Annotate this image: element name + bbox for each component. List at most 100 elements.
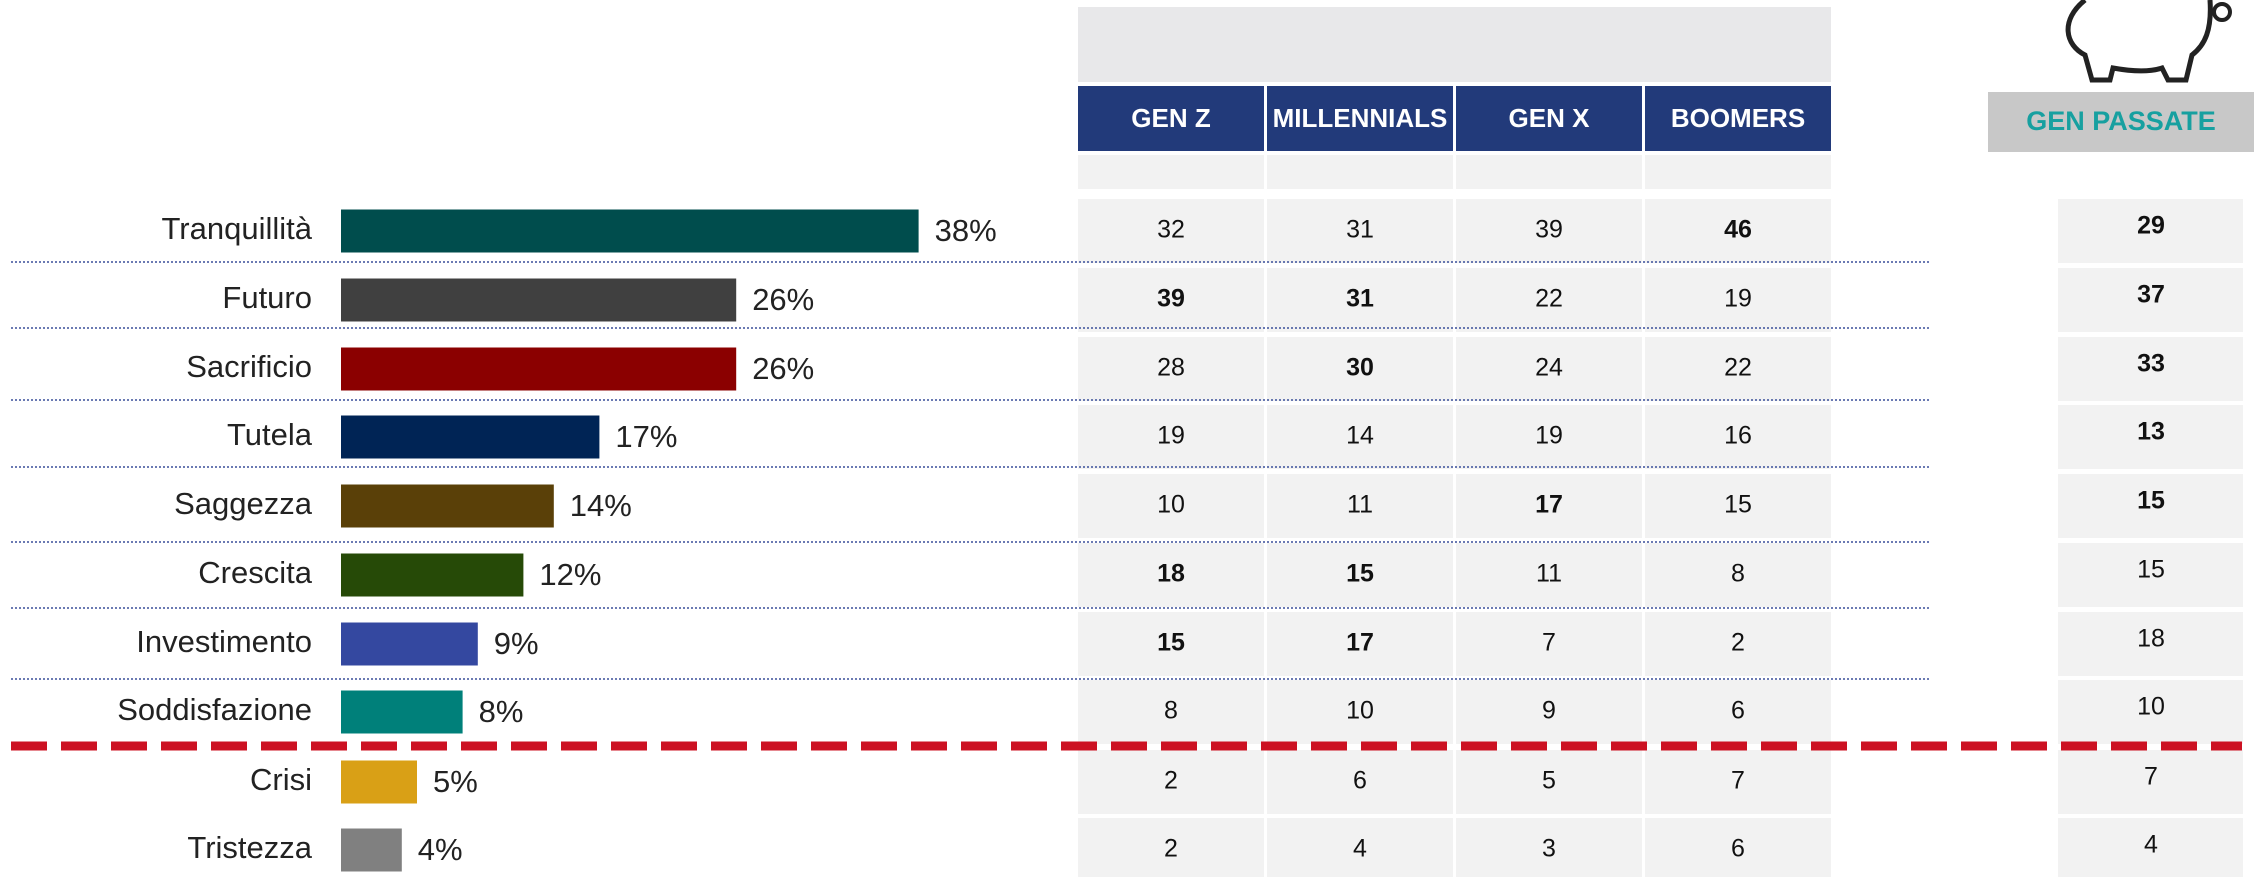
past-value: 15 xyxy=(2137,556,2165,584)
table-cell xyxy=(1078,612,1264,676)
table-cell xyxy=(1078,268,1264,332)
past-cell xyxy=(2058,543,2243,607)
past-cell xyxy=(2058,337,2243,401)
table-cell xyxy=(1645,337,1831,401)
table-value: 18 xyxy=(1157,560,1185,588)
past-cell xyxy=(2058,405,2243,469)
table-value: 31 xyxy=(1346,285,1374,313)
table-value: 2 xyxy=(1164,835,1178,863)
table-cell xyxy=(1078,474,1264,538)
past-cell xyxy=(2058,818,2243,877)
column-header-label: GEN Z xyxy=(1131,103,1211,133)
value-label: 9% xyxy=(494,626,539,661)
spacer-cell xyxy=(1456,155,1642,189)
header-band xyxy=(1078,7,1831,82)
table-value: 15 xyxy=(1157,629,1185,657)
bar xyxy=(341,278,737,322)
table-value: 9 xyxy=(1542,697,1556,725)
past-value: 15 xyxy=(2137,487,2165,515)
past-value: 37 xyxy=(2137,281,2165,309)
past-value: 13 xyxy=(2137,418,2165,446)
table-value: 15 xyxy=(1346,560,1374,588)
spacer-cell xyxy=(1645,155,1831,189)
table-value: 6 xyxy=(1731,697,1745,725)
table-value: 2 xyxy=(1164,767,1178,795)
bar xyxy=(341,553,524,597)
category-label: Tutela xyxy=(227,417,313,452)
table-cell xyxy=(1267,543,1453,607)
table-cell xyxy=(1456,268,1642,332)
category-label: Sacrificio xyxy=(186,349,312,384)
table-value: 10 xyxy=(1346,697,1374,725)
value-label: 17% xyxy=(615,419,677,454)
table-cell xyxy=(1078,680,1264,744)
table-value: 8 xyxy=(1164,697,1178,725)
table-value: 39 xyxy=(1157,285,1185,313)
table-cell xyxy=(1267,405,1453,469)
past-cell xyxy=(2058,199,2243,263)
past-value: 10 xyxy=(2137,693,2165,721)
category-label: Soddisfazione xyxy=(117,692,312,727)
table-value: 2 xyxy=(1731,629,1745,657)
category-label: Saggezza xyxy=(174,486,313,521)
table-cell xyxy=(1267,337,1453,401)
table-cell xyxy=(1645,405,1831,469)
table-value: 5 xyxy=(1542,767,1556,795)
table-cell xyxy=(1267,750,1453,814)
table-value: 28 xyxy=(1157,354,1185,382)
table-value: 17 xyxy=(1346,629,1374,657)
past-value: 18 xyxy=(2137,625,2165,653)
past-header xyxy=(1988,92,2254,152)
table-cell xyxy=(1078,818,1264,877)
past-value: 4 xyxy=(2144,831,2158,859)
past-cell xyxy=(2058,474,2243,538)
column-header xyxy=(1267,86,1453,151)
table-cell xyxy=(1078,405,1264,469)
value-label: 8% xyxy=(479,694,524,729)
piggy-icon xyxy=(2065,0,2213,83)
category-label: Tranquillità xyxy=(162,211,313,246)
past-cell xyxy=(2058,750,2243,814)
table-value: 8 xyxy=(1731,560,1745,588)
table-cell xyxy=(1456,612,1642,676)
table-value: 24 xyxy=(1535,354,1563,382)
column-header xyxy=(1456,86,1642,151)
value-label: 26% xyxy=(752,351,814,386)
table-value: 19 xyxy=(1535,422,1563,450)
table-cell xyxy=(1267,474,1453,538)
table-value: 15 xyxy=(1724,491,1752,519)
table-value: 4 xyxy=(1353,835,1367,863)
table-value: 3 xyxy=(1542,835,1556,863)
table-cell xyxy=(1645,474,1831,538)
table-value: 31 xyxy=(1346,216,1374,244)
table-cell xyxy=(1456,543,1642,607)
table-cell xyxy=(1456,337,1642,401)
table-cell xyxy=(1645,750,1831,814)
past-value: 33 xyxy=(2137,350,2165,378)
table-cell xyxy=(1645,268,1831,332)
table-value: 6 xyxy=(1731,835,1745,863)
category-label: Crescita xyxy=(198,555,312,590)
table-cell xyxy=(1456,680,1642,744)
table-value: 11 xyxy=(1347,491,1373,519)
table-cell xyxy=(1078,543,1264,607)
table-cell xyxy=(1267,612,1453,676)
table-cell xyxy=(1645,818,1831,877)
category-label: Investimento xyxy=(136,624,312,659)
table-value: 16 xyxy=(1724,422,1752,450)
table-cell xyxy=(1078,750,1264,814)
column-header-label: MILLENNIALS xyxy=(1273,103,1448,133)
bar xyxy=(341,484,554,528)
value-label: 38% xyxy=(935,213,997,248)
table-value: 17 xyxy=(1535,491,1563,519)
table-cell xyxy=(1267,199,1453,263)
table-value: 30 xyxy=(1346,354,1374,382)
table-cell xyxy=(1645,680,1831,744)
table-cell xyxy=(1456,405,1642,469)
value-label: 5% xyxy=(433,764,478,799)
table-cell xyxy=(1456,474,1642,538)
category-label: Crisi xyxy=(250,762,312,797)
spacer-cell xyxy=(1267,155,1453,189)
column-header-label: BOOMERS xyxy=(1671,103,1805,133)
